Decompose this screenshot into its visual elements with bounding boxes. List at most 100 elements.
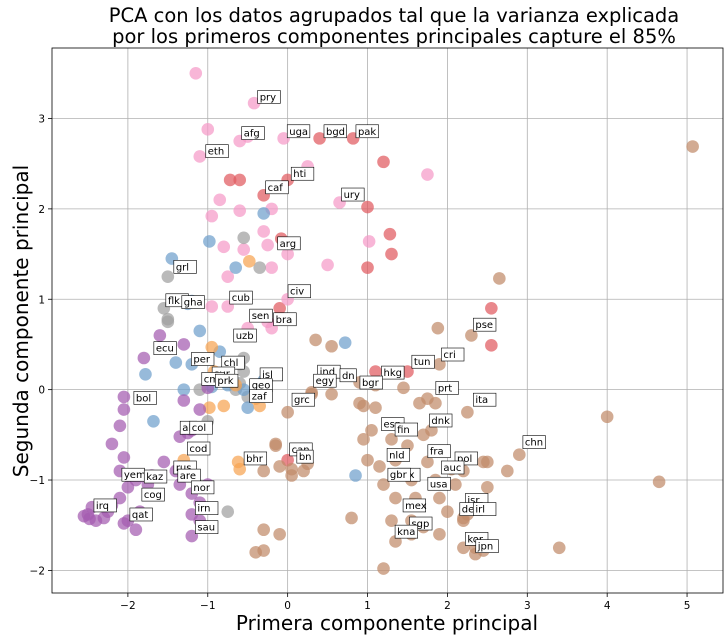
y-tick-label: −2 xyxy=(30,565,45,577)
chart-title: PCA con los datos agrupados tal que la v… xyxy=(109,4,680,48)
data-point xyxy=(257,225,270,238)
label-text: zaf xyxy=(252,392,267,403)
country-label: hti xyxy=(290,166,315,181)
data-point xyxy=(273,527,286,541)
label-text: nld xyxy=(389,450,404,461)
country-label: eth xyxy=(205,144,229,158)
country-label: auc xyxy=(441,460,465,475)
label-box xyxy=(187,441,211,456)
label-text: hti xyxy=(293,169,306,180)
label-text: col xyxy=(192,423,206,434)
label-text: mex xyxy=(405,501,427,512)
country-label: per xyxy=(191,352,215,366)
label-box xyxy=(441,347,465,362)
x-tick-label: 1 xyxy=(364,600,371,612)
label-box xyxy=(273,312,297,327)
data-point xyxy=(493,272,506,285)
data-point xyxy=(441,505,454,518)
y-tick-label: 2 xyxy=(38,204,45,216)
data-point xyxy=(433,491,446,505)
country-label: grc xyxy=(291,392,315,407)
label-box xyxy=(441,460,465,475)
country-label: bhr xyxy=(243,451,268,466)
label-text: civ xyxy=(290,287,304,298)
data-point xyxy=(157,455,171,469)
label-text: uzb xyxy=(236,331,254,342)
label-box xyxy=(241,126,265,140)
label-box xyxy=(191,480,215,495)
data-point xyxy=(177,383,191,396)
data-point xyxy=(121,480,135,494)
label-box xyxy=(265,180,289,195)
data-point xyxy=(117,390,131,404)
label-box xyxy=(427,476,451,491)
label-box xyxy=(473,392,497,407)
data-point xyxy=(117,403,131,416)
label-text: cod xyxy=(189,444,207,455)
country-label: bn xyxy=(296,449,314,464)
label-box xyxy=(93,498,117,513)
data-point xyxy=(477,455,490,469)
data-point xyxy=(385,433,398,446)
data-point xyxy=(361,200,374,214)
data-point xyxy=(485,339,498,352)
x-tick-label: 3 xyxy=(524,600,531,612)
country-label: geo xyxy=(249,378,273,393)
label-text: pak xyxy=(358,127,376,138)
data-point xyxy=(361,453,374,467)
data-point xyxy=(362,235,376,248)
data-point xyxy=(137,351,151,365)
data-point xyxy=(221,505,235,518)
data-point xyxy=(277,132,290,145)
data-point xyxy=(205,209,219,223)
data-point xyxy=(353,396,366,410)
country-label: gha xyxy=(181,295,205,309)
country-label: jpn xyxy=(475,539,499,553)
data-point xyxy=(652,475,666,489)
label-text: bhr xyxy=(246,454,264,465)
data-point xyxy=(241,401,255,415)
label-text: are xyxy=(180,471,196,482)
data-point xyxy=(147,414,160,428)
label-box xyxy=(141,487,165,502)
x-tick-label: 2 xyxy=(444,600,451,612)
data-point xyxy=(105,437,119,451)
data-point xyxy=(117,451,131,464)
data-point xyxy=(129,523,143,537)
label-box xyxy=(435,381,459,395)
label-text: usa xyxy=(430,479,448,490)
label-text: fra xyxy=(430,447,444,458)
label-text: rus xyxy=(176,463,192,474)
country-label: fin xyxy=(394,422,418,437)
data-point xyxy=(513,448,526,462)
label-box xyxy=(129,507,153,522)
label-text: yem xyxy=(124,470,146,481)
label-box xyxy=(290,166,315,181)
label-box xyxy=(341,187,365,202)
label-text: bra xyxy=(276,315,293,326)
y-tick-label: 1 xyxy=(38,294,45,306)
label-box xyxy=(153,341,177,355)
data-point xyxy=(153,329,167,342)
data-point xyxy=(377,478,390,491)
data-point xyxy=(205,300,219,313)
data-point xyxy=(465,329,478,342)
data-point xyxy=(413,396,426,410)
country-label: pse xyxy=(473,317,497,332)
label-box xyxy=(522,435,546,449)
data-point xyxy=(389,491,402,505)
y-tick-label: 0 xyxy=(38,385,45,397)
label-text: gbr xyxy=(390,470,408,481)
label-text: bn xyxy=(299,452,312,463)
data-point xyxy=(161,270,175,283)
data-point xyxy=(686,140,699,153)
country-label: ury xyxy=(341,187,365,202)
country-label: hkg xyxy=(381,365,405,380)
label-text: bgd xyxy=(326,127,345,138)
data-point xyxy=(325,339,338,353)
data-point xyxy=(257,464,270,478)
plot-frame xyxy=(51,47,724,594)
country-label: egy xyxy=(313,373,337,388)
data-point xyxy=(385,514,398,527)
country-label: cub xyxy=(229,290,253,305)
